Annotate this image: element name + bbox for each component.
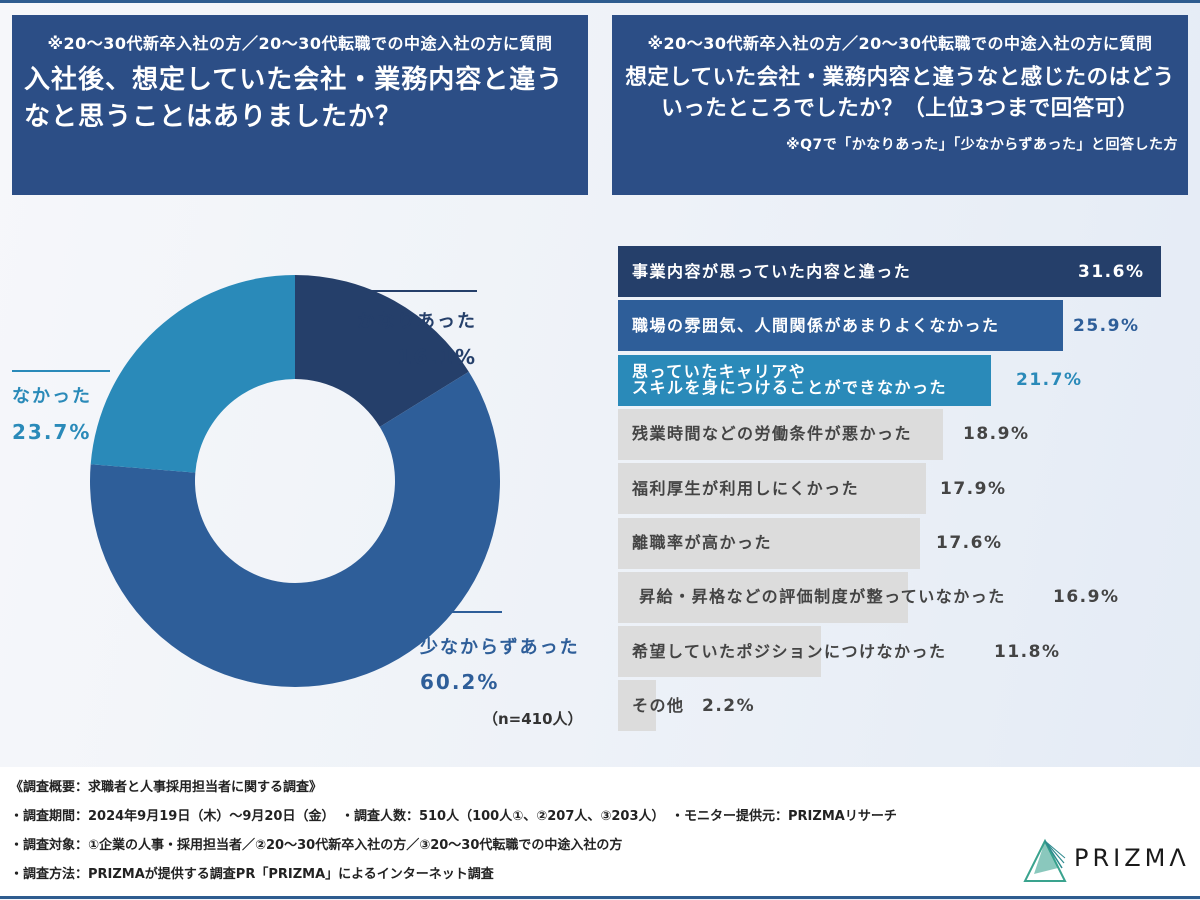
survey-overview-title: 《調査概要：求職者と人事採用担当者に関する調査》 bbox=[10, 780, 323, 795]
right-question-subtitle: ※20～30代新卒入社の方／20～30代転職での中途入社の方に質問 bbox=[647, 34, 1153, 53]
bar-row: 離職率が高かった 17.6% bbox=[618, 517, 1198, 569]
survey-period: ・調査期間：2024年9月19日（木）～9月20日（金） ・調査人数：510人（… bbox=[10, 809, 897, 824]
donut-chart: かなりあった 16.1% なかった 23.7% 少なからずあった 60.2% bbox=[12, 275, 580, 694]
bar-label: 残業時間などの労働条件が悪かった bbox=[632, 424, 913, 444]
bar-value-label: 11.8% bbox=[994, 641, 1061, 662]
bar-value-label: 2.2% bbox=[702, 695, 756, 716]
bar-value-label: 25.9% bbox=[1073, 315, 1140, 336]
bar-value-label: 17.6% bbox=[936, 533, 1003, 553]
slice-label-kanari: かなりあった bbox=[357, 311, 477, 332]
bar-fill bbox=[618, 463, 926, 515]
left-question-title: 入社後、想定していた会社・業務内容と違うなと思うことはありましたか？ bbox=[24, 65, 564, 132]
bar-label: 希望していたポジションにつけなかった bbox=[632, 641, 947, 661]
slice-value-sukunakarazu: 60.2% bbox=[420, 670, 499, 694]
left-question-header: ※20～30代新卒入社の方／20～30代転職での中途入社の方に質問 入社後、想定… bbox=[12, 15, 588, 195]
bar-fill bbox=[618, 408, 943, 460]
bar-row: 希望していたポジションにつけなかった 11.8% bbox=[618, 626, 1198, 678]
bar-row: 昇給・昇格などの評価制度が整っていなかった 16.9% bbox=[618, 571, 1198, 623]
top-rule bbox=[0, 0, 1200, 3]
bar-fill bbox=[618, 517, 921, 569]
survey-target: ・調査対象：①企業の人事・採用担当者／②20～30代新卒入社の方／③20～30代… bbox=[10, 838, 623, 853]
bottom-rule bbox=[0, 896, 1200, 899]
bar-row: 事業内容が思っていた内容と違った 31.6% bbox=[618, 246, 1198, 297]
bar-row: 職場の雰囲気、人間関係があまりよくなかった 25.9% bbox=[618, 300, 1198, 352]
bar-label: 思っていたキャリアや スキルを身につけることができなかった bbox=[632, 362, 948, 398]
survey-footer: 《調査概要：求職者と人事採用担当者に関する調査》 ・調査期間：2024年9月19… bbox=[0, 767, 1200, 896]
donut-slice-0 bbox=[295, 275, 469, 427]
bar-value-label: 16.9% bbox=[1053, 587, 1120, 608]
donut-slice-1 bbox=[90, 371, 500, 687]
bar-label: 職場の雰囲気、人間関係があまりよくなかった bbox=[632, 315, 1000, 335]
bar-label: その他 bbox=[632, 695, 685, 715]
logo-wordmark: PRIZMΛ bbox=[1074, 844, 1190, 872]
sample-size-note: （n=410人） bbox=[483, 710, 583, 728]
bar-row: 福利厚生が利用しにくかった 17.9% bbox=[618, 463, 1198, 515]
bar-fill bbox=[618, 680, 656, 732]
prizma-logo: PRIZMΛ bbox=[1022, 838, 1192, 884]
slice-value-nakatta: 23.7% bbox=[12, 420, 91, 444]
bar-fill bbox=[618, 246, 1161, 297]
slice-label-sukunakarazu: 少なからずあった bbox=[419, 637, 580, 658]
bar-row: 残業時間などの労働条件が悪かった 18.9% bbox=[618, 408, 1198, 460]
bar-value-label: 18.9% bbox=[963, 424, 1030, 445]
bar-label: 福利厚生が利用しにくかった bbox=[632, 478, 860, 498]
bar-label: 事業内容が思っていた内容と違った bbox=[632, 261, 912, 281]
bar-row: その他 2.2% bbox=[618, 680, 1198, 732]
bar-fill bbox=[618, 571, 909, 623]
bar-fill bbox=[618, 354, 991, 406]
bar-label: 昇給・昇格などの評価制度が整っていなかった bbox=[632, 587, 1006, 607]
slice-label-nakatta: なかった bbox=[12, 386, 92, 407]
right-question-title: 想定していた会社・業務内容と違うなと感じたのはどういったところでしたか？（上位3… bbox=[625, 65, 1175, 121]
right-question-note: ※Q7で「かなりあった」「少なからずあった」と回答した方 bbox=[786, 137, 1178, 153]
right-question-header: ※20～30代新卒入社の方／20～30代転職での中途入社の方に質問 想定していた… bbox=[612, 15, 1188, 195]
survey-method: ・調査方法：PRIZMAが提供する調査PR「PRIZMA」によるインターネット調… bbox=[10, 867, 494, 882]
bar-value-label: 17.9% bbox=[940, 478, 1007, 499]
left-question-subtitle: ※20～30代新卒入社の方／20～30代転職での中途入社の方に質問 bbox=[47, 34, 553, 53]
prism-triangle-icon bbox=[1023, 838, 1067, 882]
bar-value-label: 31.6% bbox=[1078, 261, 1145, 282]
bar-chart: 事業内容が思っていた内容と違った 31.6% 職場の雰囲気、人間関係があまりよくなか… bbox=[618, 246, 1198, 736]
bar-value-label: 21.7% bbox=[1016, 370, 1083, 391]
bar-row: 思っていたキャリアや スキルを身につけることができなかった 21.7% bbox=[618, 354, 1198, 406]
donut-slice-2 bbox=[90, 275, 295, 473]
bar-fill bbox=[618, 626, 821, 678]
bar-fill bbox=[618, 300, 1064, 352]
slice-value-kanari: 16.1% bbox=[398, 345, 477, 369]
bar-label: 離職率が高かった bbox=[632, 533, 773, 552]
